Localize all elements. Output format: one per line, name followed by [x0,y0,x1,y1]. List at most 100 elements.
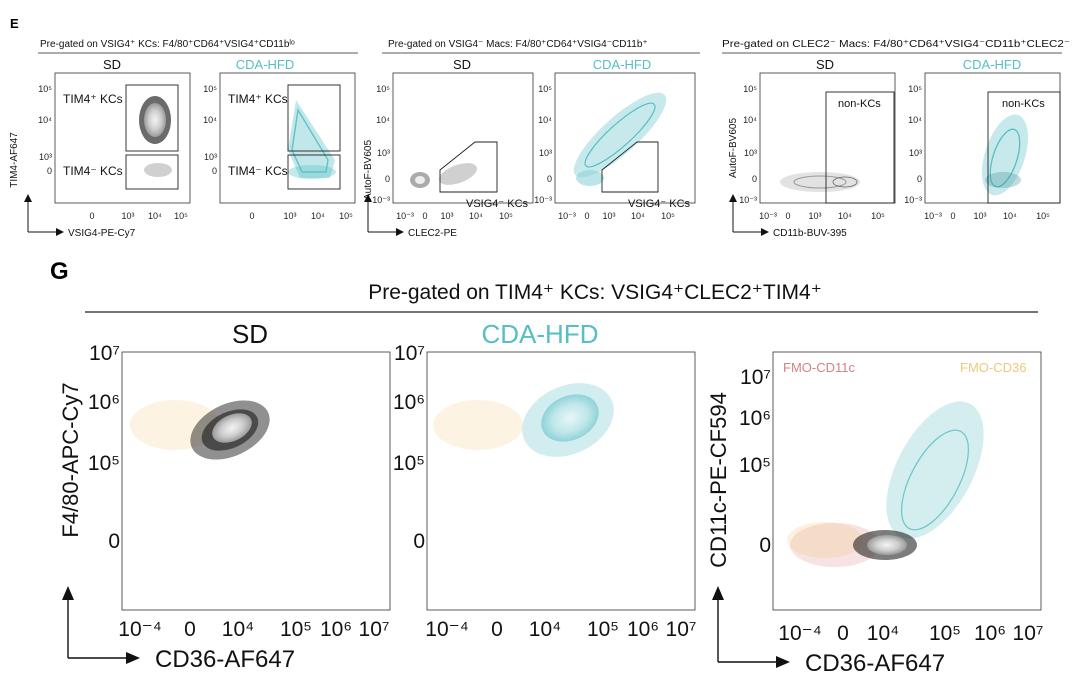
tick-label: 0 [547,174,552,184]
tick-label: 10³ [39,152,52,162]
tick-label: 0 [413,530,425,553]
tick-label: 10⁶ [739,407,771,430]
tick-label: 10⁴ [38,115,52,125]
tick-label: 10⁶ [393,391,425,414]
tick-label: 10³ [602,211,615,221]
tick-label: 10⁶ [88,391,120,414]
e-plot-cda-3-gate [987,91,1061,204]
g-plot-sd-title: SD [232,319,268,349]
tick-label: 10³ [909,148,922,158]
e-plot-sd-3-gate-label: non-KCs [838,98,881,110]
tick-label: 10⁵ [339,211,353,221]
tick-label: 0 [249,211,254,221]
tick-label: 0 [47,166,52,176]
e-plot-cda-1-frame [219,72,356,204]
e-plot-sd-3-xticks: 10⁻³ 0 10³ 10⁴ 10⁵ [759,211,885,221]
legend-fmo-cd11c: FMO-CD11c [783,360,855,375]
g-plot-sd-xlabel: CD36-AF647 [155,646,295,673]
tick-label: 10⁴ [222,618,254,641]
tick-label: 10⁷ [394,342,425,365]
tick-label: 10⁻⁴ [425,618,468,641]
e-plot-cda-2-density [573,92,667,186]
e-plot-sd-1-xticks: 0 10³ 10⁴ 10⁵ [89,211,188,221]
e-group3-xlabel: CD11b-BUV-395 [773,228,847,239]
tick-label: 10⁴ [1003,211,1017,221]
tick-label: 10⁴ [469,211,483,221]
tick-label: 10⁵ [538,84,552,94]
tick-label: 10⁻³ [558,211,576,221]
e-plot-sd-1-density [139,96,172,177]
tick-label: 10³ [283,211,296,221]
tick-label: 10⁷ [740,366,771,389]
e-plot-sd-3-yticks: 10⁵ 10⁴ 10³ 0 10⁻³ [739,84,757,205]
e-plot-cda-1-gate-tim4neg [287,154,341,190]
tick-label: 10³ [204,152,217,162]
e-plot-cda-2-gate [601,141,659,193]
e-group2-header: Pre-gated on VSIG4⁻ Macs: F4/80⁺CD64⁺VSI… [388,39,648,50]
tick-label: 0 [108,530,120,553]
tick-label: 0 [752,174,757,184]
e-plot-sd-2-density [410,163,478,188]
tick-label: 10³ [539,148,552,158]
e-group2-axis-arrows [364,194,404,236]
g-plot-cda-density [433,383,614,457]
g-plot-cda-frame [426,351,696,611]
e-plot-sd-1-gate-label-neg: TIM4⁻ KCs [63,164,123,178]
tick-label: 10⁴ [838,211,852,221]
tick-label: 10⁵ [88,452,120,475]
g-plot-cda-xticks: 10⁻⁴ 0 10⁴ 10⁵ 10⁶ 10⁷ [425,618,696,641]
tick-label: 10⁶ [627,618,659,641]
tick-label: 0 [837,622,849,645]
tick-label: 10³ [744,148,757,158]
e-plot-cda-1-gate-tim4pos [287,84,341,152]
tick-label: 10⁻³ [396,211,414,221]
tick-label: 0 [89,211,94,221]
tick-label: 10⁵ [871,211,885,221]
e-group3-axis-arrows [729,194,769,236]
e-plot-cda-1-gate-label-pos: TIM4⁺ KCs [228,92,288,106]
tick-label: 10⁻⁴ [118,618,161,641]
tick-label: 10⁻⁴ [778,622,821,645]
tick-label: 10³ [121,211,134,221]
tick-label: 10⁴ [203,115,217,125]
g-sd-axis-arrows [62,586,140,664]
tick-label: 0 [422,211,427,221]
e-plot-sd-1-yticks: 10⁵ 10⁴ 10³ 0 [38,84,52,176]
tick-label: 10⁴ [743,115,757,125]
e-plot-cda-2-title: CDA-HFD [593,57,652,72]
e-plot-sd-2-xticks: 10⁻³ 0 10³ 10⁴ 10⁵ [396,211,513,221]
tick-label: 0 [785,211,790,221]
tick-label: 10⁴ [908,115,922,125]
tick-label: 10⁶ [320,618,352,641]
e-group1-axis-arrows [24,194,64,236]
g-plot-sd-yticks: 10⁷ 10⁶ 10⁵ 0 [88,342,120,553]
tick-label: 10⁴ [148,211,162,221]
e-plot-sd-2-gate-label: VSIG4⁻ KCs [466,198,529,210]
e-plot-sd-2-title: SD [453,57,471,72]
e-group1-xlabel: VSIG4-PE-Cy7 [68,228,136,239]
tick-label: 10⁵ [587,618,619,641]
panel-e-letter: E [10,16,19,31]
tick-label: 10⁵ [203,84,217,94]
e-plot-sd-3-gate [825,91,895,204]
tick-label: 10⁻³ [739,195,757,205]
e-plot-cda-1-density [288,100,336,179]
tick-label: 10⁵ [376,84,390,94]
g-plot-cda-title: CDA-HFD [482,319,599,349]
tick-label: 10⁻³ [759,211,777,221]
tick-label: 10⁴ [867,622,899,645]
e-group2-xlabel: CLEC2-PE [408,228,457,239]
tick-label: 10³ [973,211,986,221]
tick-label: 10³ [377,148,390,158]
e-group3-header: Pre-gated on CLEC2⁻ Macs: F4/80⁺CD64⁺VSI… [722,39,1070,50]
g-plot-fmo-yticks: 10⁷ 10⁶ 10⁵ 0 [739,366,771,557]
panel-g-letter: G [50,258,69,285]
tick-label: 10⁵ [661,211,675,221]
e-plot-cda-3-density [981,114,1029,196]
tick-label: 10⁷ [89,342,120,365]
e-plot-cda-3-yticks: 10⁵ 10⁴ 10³ 0 10⁻³ [904,84,922,205]
tick-label: 0 [584,211,589,221]
e-group1-header: Pre-gated on VSIG4⁺ KCs: F4/80⁺CD64⁺VSIG… [40,39,295,50]
tick-label: 10⁵ [739,454,771,477]
